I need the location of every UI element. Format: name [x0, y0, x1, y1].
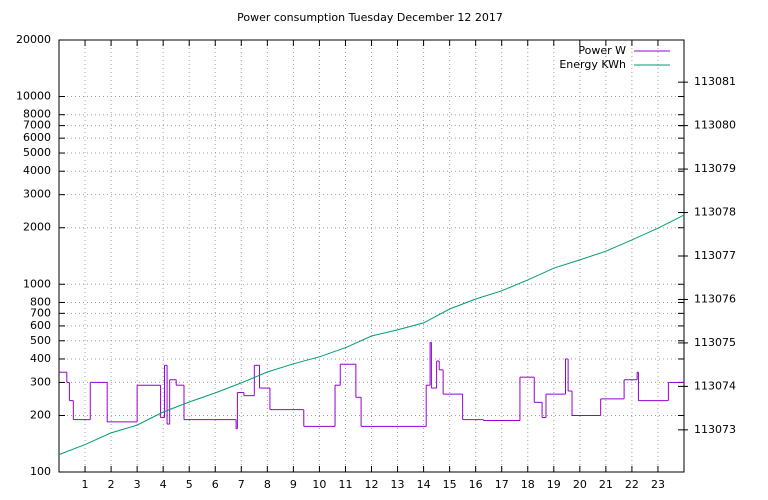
- x-tick-label: 22: [625, 478, 639, 491]
- y2-tick-label: 113079: [694, 162, 736, 175]
- x-tick-label: 4: [160, 478, 167, 491]
- y-tick-label: 20000: [16, 33, 51, 46]
- y2-tick-label: 113078: [694, 206, 736, 219]
- legend-label: Energy KWh: [559, 58, 626, 71]
- y2-tick-label: 113077: [694, 249, 736, 262]
- y-tick-label: 300: [30, 375, 51, 388]
- y-tick-label: 500: [30, 334, 51, 347]
- x-tick-label: 5: [186, 478, 193, 491]
- x-tick-label: 21: [599, 478, 613, 491]
- x-tick-label: 12: [365, 478, 379, 491]
- legend-label: Power W: [578, 44, 626, 57]
- x-tick-label: 13: [391, 478, 405, 491]
- y-tick-label: 200: [30, 408, 51, 421]
- x-tick-label: 15: [443, 478, 457, 491]
- x-tick-label: 2: [108, 478, 115, 491]
- x-tick-label: 8: [264, 478, 271, 491]
- x-tick-label: 18: [521, 478, 535, 491]
- y2-tick-label: 113076: [694, 292, 736, 305]
- y-tick-label: 7000: [23, 119, 51, 132]
- y-tick-label: 8000: [23, 108, 51, 121]
- x-tick-label: 6: [212, 478, 219, 491]
- y-tick-label: 6000: [23, 131, 51, 144]
- x-tick-label: 7: [238, 478, 245, 491]
- x-tick-label: 1: [82, 478, 89, 491]
- x-tick-label: 11: [338, 478, 352, 491]
- x-tick-label: 14: [417, 478, 431, 491]
- x-tick-label: 10: [312, 478, 326, 491]
- y-tick-label: 2000: [23, 221, 51, 234]
- y-tick-label: 600: [30, 319, 51, 332]
- x-tick-label: 3: [134, 478, 141, 491]
- y2-tick-label: 113075: [694, 336, 736, 349]
- energy-line: [58, 214, 685, 456]
- y-tick-label: 400: [30, 352, 51, 365]
- y-tick-label: 1000: [23, 277, 51, 290]
- y-tick-label: 100: [30, 465, 51, 478]
- y2-tick-label: 113074: [694, 379, 736, 392]
- y-tick-label: 3000: [23, 188, 51, 201]
- y-tick-label: 10000: [16, 90, 51, 103]
- x-tick-label: 23: [651, 478, 665, 491]
- x-tick-label: 20: [573, 478, 587, 491]
- x-tick-label: 9: [290, 478, 297, 491]
- chart-title: Power consumption Tuesday December 12 20…: [237, 11, 503, 24]
- y-tick-label: 4000: [23, 164, 51, 177]
- x-tick-label: 16: [469, 478, 483, 491]
- x-tick-label: 17: [495, 478, 509, 491]
- y-tick-label: 800: [30, 295, 51, 308]
- y2-tick-label: 113081: [694, 75, 736, 88]
- x-tick-label: 19: [547, 478, 561, 491]
- y-tick-label: 700: [30, 306, 51, 319]
- y2-tick-label: 113073: [694, 423, 736, 436]
- y2-tick-label: 113080: [694, 119, 736, 132]
- y-tick-label: 5000: [23, 146, 51, 159]
